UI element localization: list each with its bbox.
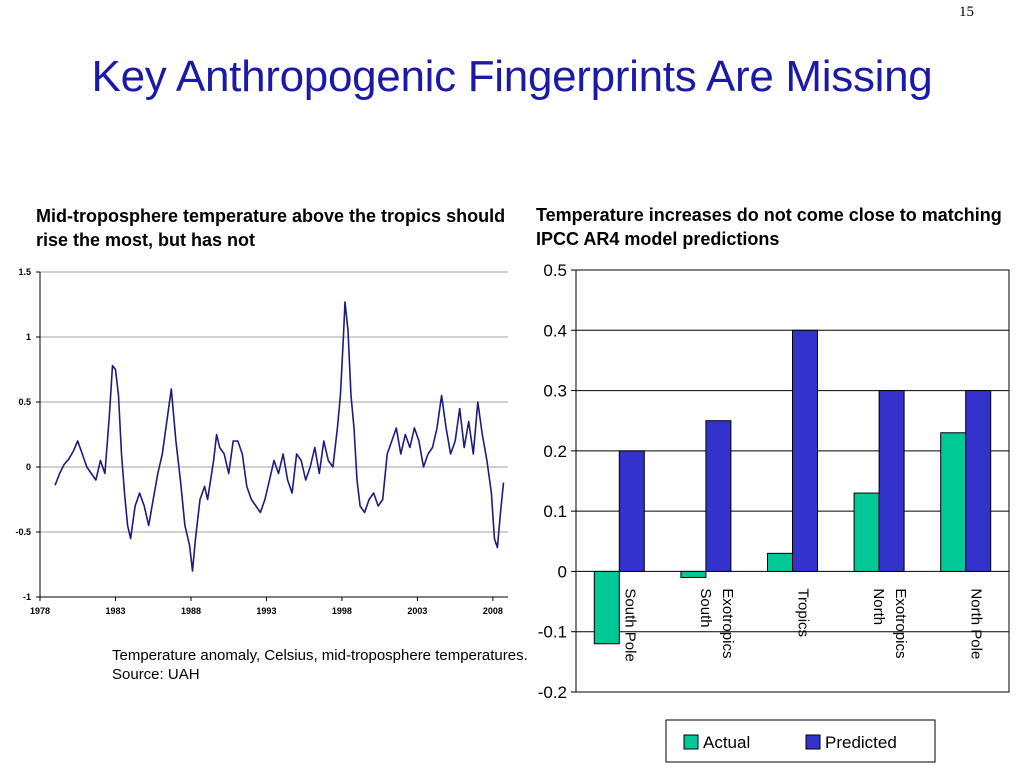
bar-chart-category-label: South Pole — [621, 588, 638, 661]
left-chart-heading: Mid-troposphere temperature above the tr… — [36, 206, 506, 250]
slide-title: Key Anthropogenic Fingerprints Are Missi… — [91, 52, 933, 101]
bar-chart-category-label: North — [870, 588, 887, 625]
bar-chart-plot-frame — [575, 269, 1010, 693]
line-chart-x-tick-label: 1978 — [30, 606, 50, 616]
line-chart-x-tick-label: 2008 — [483, 606, 503, 616]
legend-label-actual: Actual — [703, 733, 750, 752]
line-chart-y-tick-label: 0.5 — [18, 397, 31, 407]
line-chart-x-tick-label: 1988 — [181, 606, 201, 616]
bar-chart-legend: Actual Predicted — [665, 719, 936, 763]
bar-chart-y-tick-label: 0.4 — [543, 321, 567, 340]
bar-chart-y-tick-label: 0.3 — [543, 382, 567, 401]
legend-label-predicted: Predicted — [825, 733, 897, 752]
bar-chart-category-label: Exotropics — [892, 588, 909, 658]
bar-predicted — [705, 420, 732, 572]
bar-actual — [593, 570, 620, 645]
bar-predicted — [792, 329, 818, 572]
line-chart-x-tick-label: 1983 — [105, 606, 125, 616]
right-chart-heading: Temperature increases do not come close … — [536, 205, 1002, 249]
temperature-anomaly-series-line — [54, 301, 505, 572]
line-chart-y-tick-label: 1.5 — [18, 267, 31, 277]
bar-chart-category-label: South — [697, 588, 714, 627]
bar-predicted — [878, 390, 905, 572]
page-number: 15 — [959, 4, 974, 20]
bar-chart-category-label: North Pole — [968, 588, 985, 659]
line-chart-y-tick-label: -0.5 — [15, 527, 31, 537]
bar-actual — [680, 570, 707, 578]
line-chart-y-tick-label: 0 — [26, 462, 31, 472]
bar-chart-category-label: Exotropics — [719, 588, 736, 658]
bar-chart-y-tick-label: -0.1 — [538, 623, 567, 642]
line-chart-x-tick-label: 2003 — [407, 606, 427, 616]
temperature-anomaly-line-chart: 1.5 1 0.5 0 -0.5 -1 1978 1983 1988 1993 1998 2003 20… — [15, 267, 508, 616]
bar-chart-category-label: Tropics — [795, 588, 812, 637]
legend-swatch-actual — [683, 734, 699, 750]
bar-chart-y-tick-label: 0 — [558, 562, 567, 581]
chart-caption: Temperature anomaly, Celsius, mid-tropos… — [112, 647, 528, 683]
bar-chart-y-tick-label: 0.1 — [543, 502, 567, 521]
bar-chart-y-tick-label: 0.5 — [543, 261, 567, 280]
predicted-vs-actual-bar-chart: 0.5 0.4 0.3 0.2 0.1 0 -0.1 -0.2 South Pole South E… — [538, 261, 1010, 763]
line-chart-x-tick-label: 1993 — [256, 606, 276, 616]
bar-chart-y-tick-label: 0.2 — [543, 442, 567, 461]
legend-box — [665, 719, 936, 763]
line-chart-x-tick-label: 1998 — [332, 606, 352, 616]
bar-actual — [767, 552, 793, 572]
line-chart-y-tick-label: -1 — [23, 592, 31, 602]
bar-predicted — [618, 450, 645, 572]
bar-predicted — [965, 390, 992, 572]
bar-chart-y-tick-label: -0.2 — [538, 683, 567, 702]
legend-swatch-predicted — [805, 734, 821, 750]
bar-actual — [853, 492, 880, 572]
line-chart-y-tick-label: 1 — [26, 332, 31, 342]
bar-actual — [940, 432, 967, 572]
